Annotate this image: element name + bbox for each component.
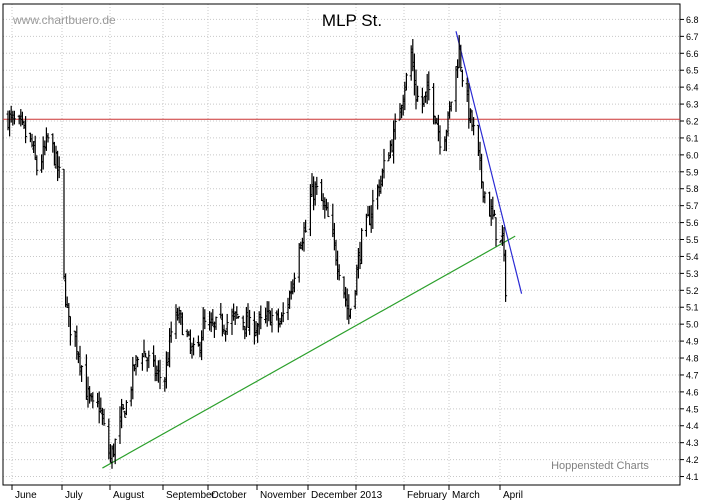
y-tick-label: 6.7 [686,32,699,42]
y-tick-label: 6.2 [686,117,699,127]
x-tick-label: 2013 [360,490,383,501]
x-tick-label: August [113,490,144,501]
y-tick-label: 5.7 [686,201,699,211]
trend-lines [3,31,680,469]
chart-title: MLP St. [322,11,382,30]
x-tick-label: December [311,490,358,501]
y-tick-label: 6.3 [686,100,699,110]
support-trend-line [102,235,516,469]
y-tick-label: 6.5 [686,66,699,76]
y-tick-label: 6.6 [686,49,699,59]
y-tick-label: 4.7 [686,370,699,380]
y-tick-label: 4.6 [686,387,699,397]
resistance-trend-line [455,31,523,294]
x-tick-label: April [503,490,523,501]
y-tick-label: 4.1 [686,472,699,482]
x-tick-label: September [166,490,216,501]
y-tick-label: 4.4 [686,421,699,431]
x-tick-label: February [407,490,447,501]
x-tick-label: November [260,490,307,501]
y-tick-label: 4.9 [686,337,699,347]
y-tick-label: 5.4 [686,252,699,262]
y-tick-label: 4.3 [686,438,699,448]
watermark: www.chartbuero.de [12,13,116,27]
y-tick-label: 5.1 [686,303,699,313]
y-tick-label: 5.8 [686,184,699,194]
y-tick-label: 6.4 [686,83,699,93]
plot-border [2,3,681,486]
x-tick-label: July [65,490,83,501]
y-tick-label: 4.2 [686,455,699,465]
y-tick-label: 5.5 [686,235,699,245]
y-axis: 4.1 4.2 4.3 4.4 4.5 4.6 4.7 4.8 4.9 5.0 5.1 5.2 5.3 5… [680,15,699,482]
y-tick-label: 5.6 [686,218,699,228]
y-tick-label: 4.5 [686,404,699,414]
y-tick-label: 5.9 [686,167,699,177]
y-tick-label: 5.0 [686,320,699,330]
x-tick-label: March [452,490,480,501]
price-bars [6,35,508,469]
y-tick-label: 6.0 [686,150,699,160]
x-tick-label: June [15,490,37,501]
credit-label: Hoppenstedt Charts [551,460,649,472]
plot-frame [2,3,681,486]
y-tick-label: 5.2 [686,286,699,296]
x-tick-label: October [211,490,247,501]
y-tick-label: 5.3 [686,269,699,279]
y-tick-label: 6.1 [686,133,699,143]
y-tick-label: 4.8 [686,354,699,364]
y-tick-label: 6.8 [686,15,699,25]
